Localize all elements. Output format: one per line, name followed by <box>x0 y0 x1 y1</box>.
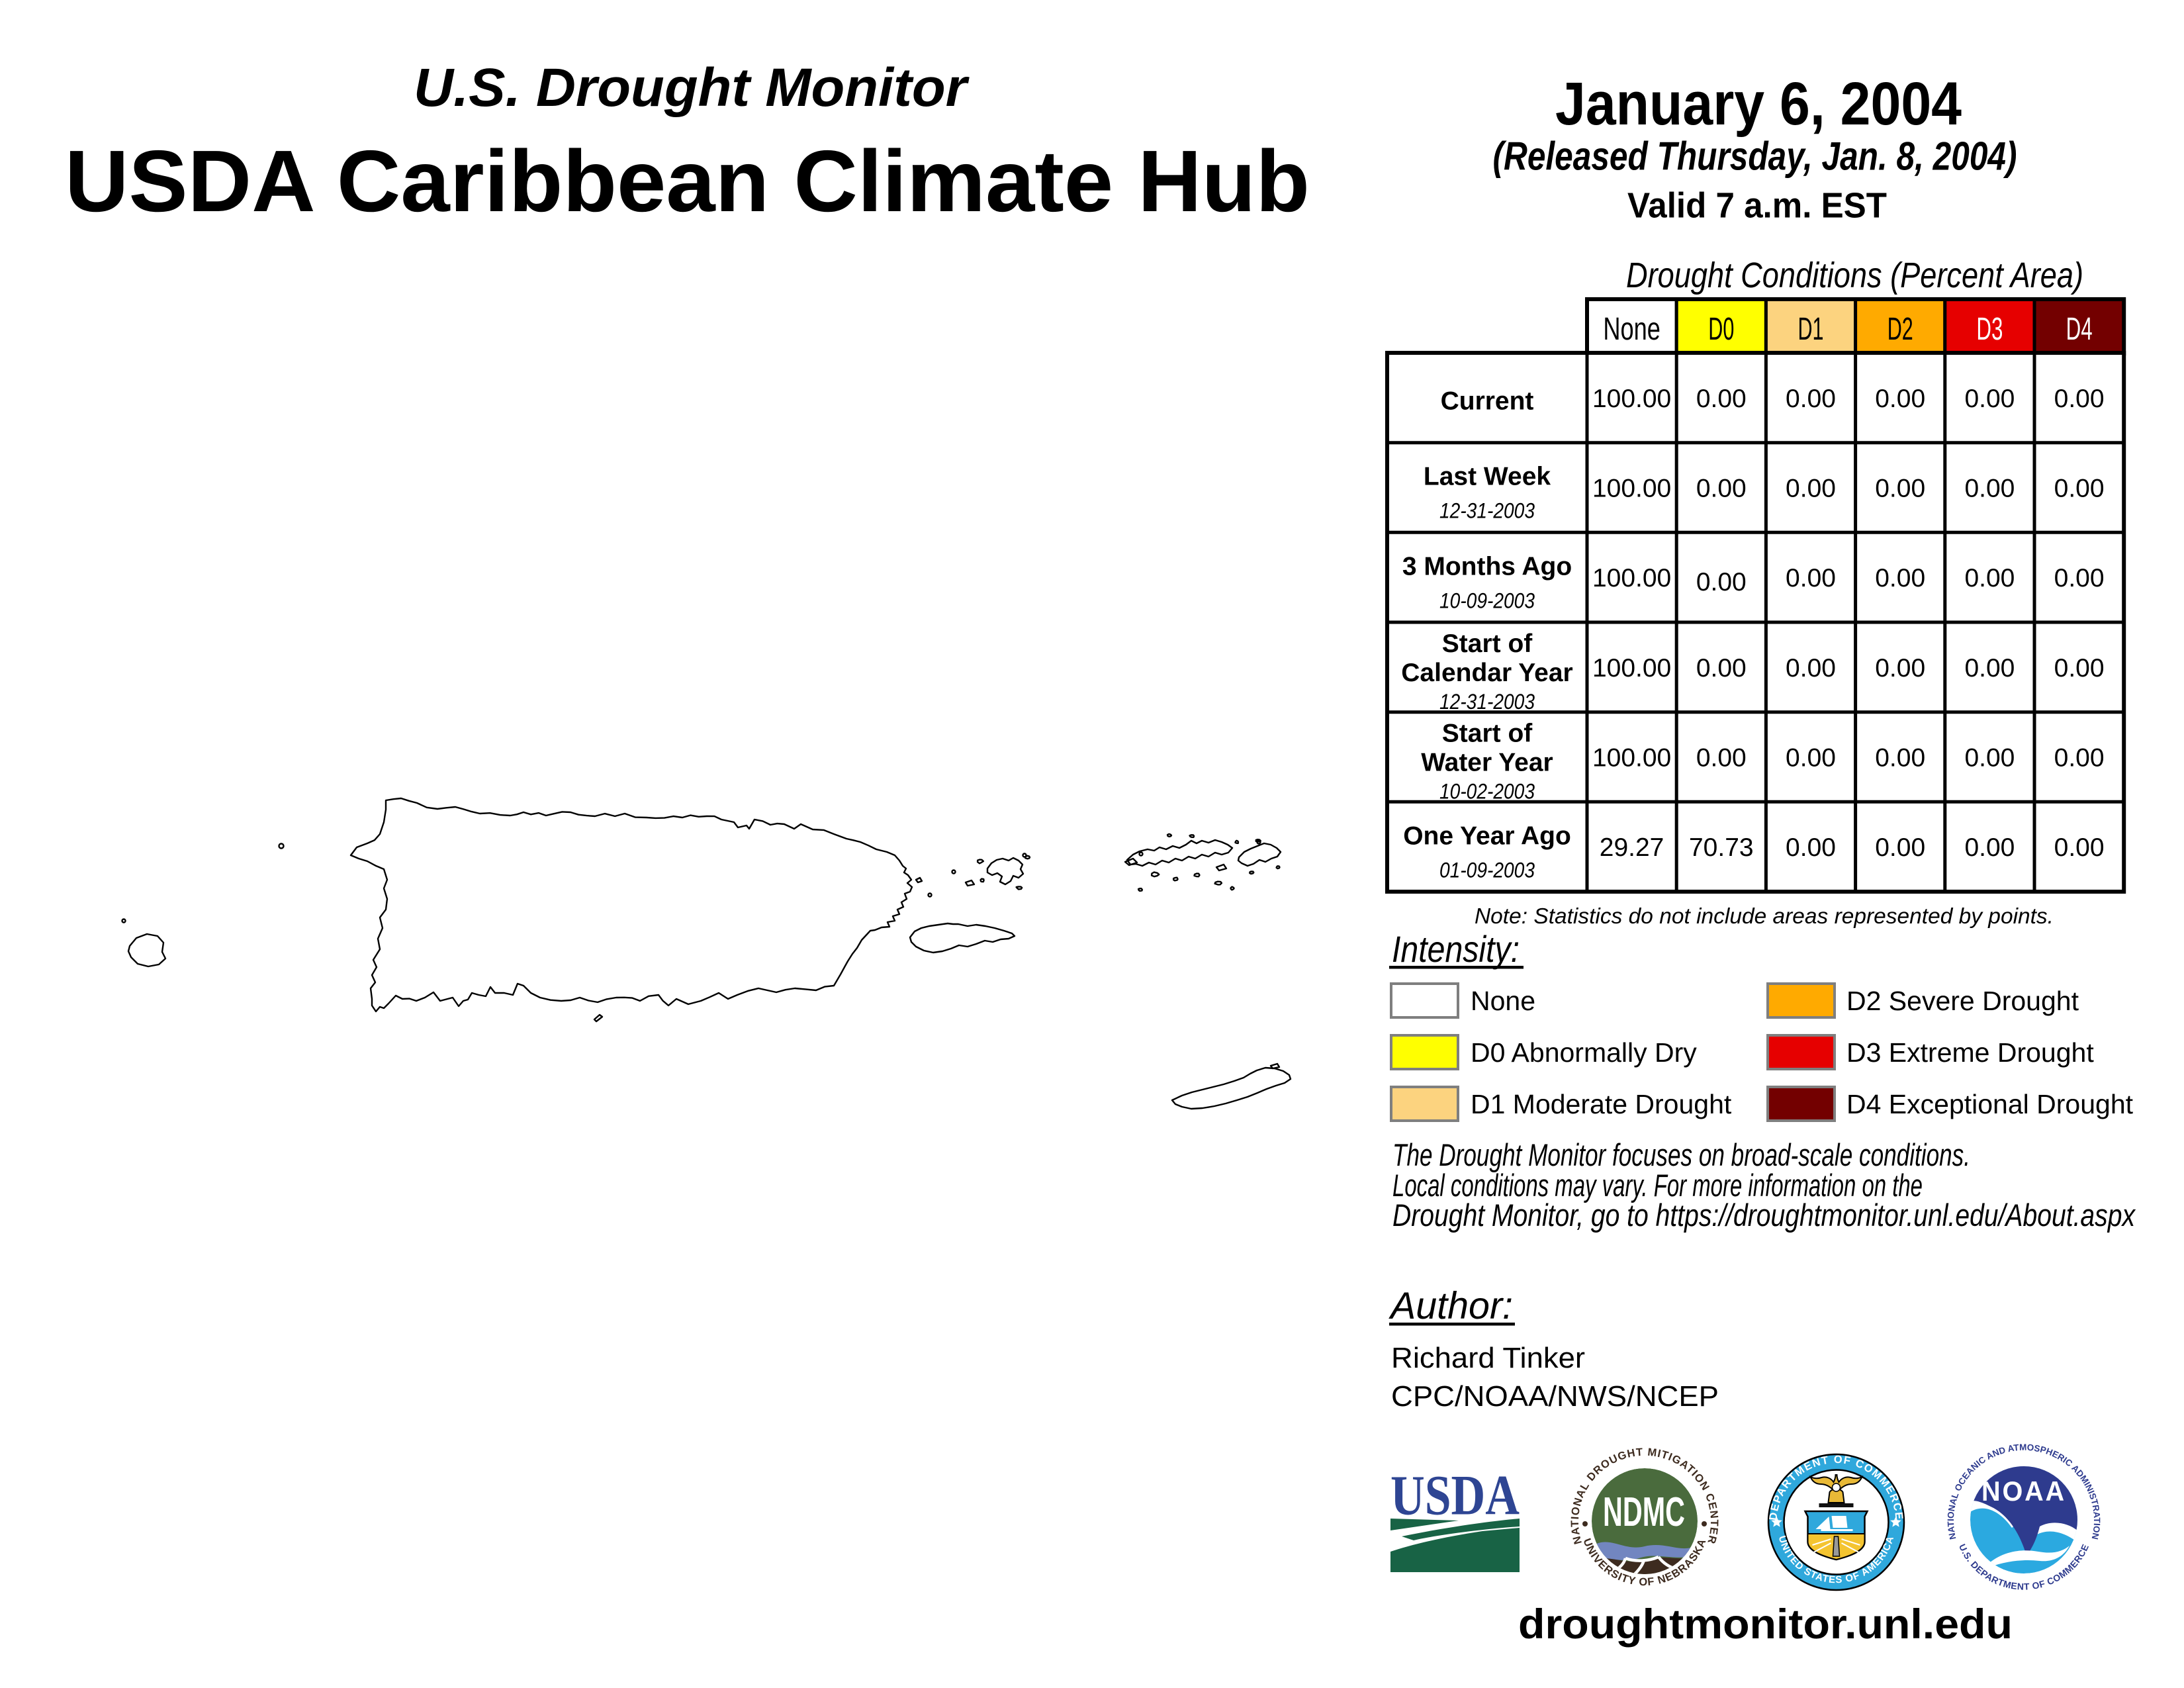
svg-text:D0: D0 <box>1708 312 1734 347</box>
svg-text:12-31-2003: 12-31-2003 <box>1439 499 1535 523</box>
svg-text:0.00: 0.00 <box>2054 385 2105 413</box>
svg-text:0.00: 0.00 <box>1696 385 1747 413</box>
svg-text:0.00: 0.00 <box>2054 744 2105 773</box>
svg-text:0.00: 0.00 <box>1964 385 2015 413</box>
svg-text:Last Week: Last Week <box>1424 463 1551 491</box>
svg-text:100.00: 100.00 <box>1592 654 1671 682</box>
svg-text:droughtmonitor.unl.edu: droughtmonitor.unl.edu <box>1518 1601 2013 1648</box>
svg-text:Start of: Start of <box>1442 630 1533 658</box>
svg-text:0.00: 0.00 <box>2054 564 2105 592</box>
svg-text:D4: D4 <box>2066 312 2093 347</box>
svg-text:0.00: 0.00 <box>1875 744 1925 773</box>
svg-text:10-02-2003: 10-02-2003 <box>1439 780 1535 804</box>
svg-text:0.00: 0.00 <box>1964 744 2015 773</box>
svg-text:Author:: Author: <box>1388 1285 1513 1327</box>
svg-text:None: None <box>1603 312 1661 347</box>
svg-text:100.00: 100.00 <box>1592 744 1671 773</box>
svg-text:0.00: 0.00 <box>1786 744 1836 773</box>
svg-text:29.27: 29.27 <box>1600 833 1664 862</box>
svg-text:100.00: 100.00 <box>1592 564 1671 592</box>
svg-text:D4 Exceptional Drought: D4 Exceptional Drought <box>1846 1089 2134 1119</box>
svg-text:0.00: 0.00 <box>1696 744 1747 773</box>
svg-text:USDA Caribbean Climate Hub: USDA Caribbean Climate Hub <box>65 132 1310 230</box>
svg-text:D2 Severe Drought: D2 Severe Drought <box>1846 986 2079 1016</box>
svg-text:Richard Tinker: Richard Tinker <box>1391 1342 1585 1374</box>
svg-text:NOAA: NOAA <box>1981 1476 2066 1507</box>
svg-text:0.00: 0.00 <box>1696 568 1747 596</box>
svg-text:0.00: 0.00 <box>2054 833 2105 862</box>
svg-text:The Drought Monitor focuses on: The Drought Monitor focuses on broad-sca… <box>1392 1137 1970 1172</box>
svg-text:Intensity:: Intensity: <box>1392 928 1520 970</box>
svg-text:Local conditions may vary. For: Local conditions may vary. For more info… <box>1392 1168 1923 1203</box>
svg-text:0.00: 0.00 <box>1786 385 1836 413</box>
svg-text:10-09-2003: 10-09-2003 <box>1439 588 1535 612</box>
svg-text:12-31-2003: 12-31-2003 <box>1439 690 1535 714</box>
svg-text:D3: D3 <box>1976 312 2003 347</box>
svg-text:USDA: USDA <box>1390 1464 1520 1527</box>
svg-text:0.00: 0.00 <box>1964 833 2015 862</box>
svg-text:0.00: 0.00 <box>1875 833 1925 862</box>
svg-text:D1 Moderate Drought: D1 Moderate Drought <box>1471 1089 1732 1119</box>
svg-text:Valid 7 a.m. EST: Valid 7 a.m. EST <box>1627 186 1887 226</box>
svg-text:D1: D1 <box>1798 312 1824 347</box>
svg-text:Drought Monitor, go to https:/: Drought Monitor, go to https://droughtmo… <box>1392 1197 2136 1233</box>
svg-text:0.00: 0.00 <box>1875 475 1925 503</box>
svg-text:0.00: 0.00 <box>2054 475 2105 503</box>
svg-text:3 Months Ago: 3 Months Ago <box>1402 552 1572 581</box>
svg-text:0.00: 0.00 <box>1875 564 1925 592</box>
svg-text:Drought Conditions (Percent Ar: Drought Conditions (Percent Area) <box>1626 256 2083 295</box>
svg-text:100.00: 100.00 <box>1592 475 1671 503</box>
svg-text:Note: Statistics do not includ: Note: Statistics do not include areas re… <box>1475 904 2054 929</box>
svg-text:0.00: 0.00 <box>2054 654 2105 682</box>
svg-text:January 6, 2004: January 6, 2004 <box>1555 70 1962 138</box>
svg-text:0.00: 0.00 <box>1875 385 1925 413</box>
svg-text:01-09-2003: 01-09-2003 <box>1439 858 1535 882</box>
svg-text:CPC/NOAA/NWS/NCEP: CPC/NOAA/NWS/NCEP <box>1391 1381 1719 1413</box>
svg-text:NDMC: NDMC <box>1603 1489 1685 1535</box>
svg-text:0.00: 0.00 <box>1964 475 2015 503</box>
svg-text:0.00: 0.00 <box>1786 475 1836 503</box>
svg-text:0.00: 0.00 <box>1786 833 1836 862</box>
svg-text:0.00: 0.00 <box>1786 564 1836 592</box>
svg-text:Water Year: Water Year <box>1421 749 1553 777</box>
svg-text:One Year Ago: One Year Ago <box>1403 821 1571 850</box>
svg-text:100.00: 100.00 <box>1592 385 1671 413</box>
svg-text:0.00: 0.00 <box>1696 654 1747 682</box>
svg-text:0.00: 0.00 <box>1964 654 2015 682</box>
svg-text:(Released Thursday, Jan. 8, 20: (Released Thursday, Jan. 8, 2004) <box>1493 134 2017 179</box>
svg-text:0.00: 0.00 <box>1786 654 1836 682</box>
svg-text:None: None <box>1471 986 1535 1016</box>
svg-text:U.S. Drought Monitor: U.S. Drought Monitor <box>414 58 970 118</box>
svg-text:Current: Current <box>1441 387 1534 416</box>
svg-text:0.00: 0.00 <box>1875 654 1925 682</box>
svg-text:0.00: 0.00 <box>1696 475 1747 503</box>
svg-text:D3 Extreme Drought: D3 Extreme Drought <box>1846 1037 2094 1068</box>
svg-text:D2: D2 <box>1888 312 1913 347</box>
svg-text:0.00: 0.00 <box>1964 564 2015 592</box>
svg-text:D0 Abnormally Dry: D0 Abnormally Dry <box>1471 1037 1697 1068</box>
svg-text:Calendar Year: Calendar Year <box>1401 659 1572 687</box>
svg-text:70.73: 70.73 <box>1689 833 1754 862</box>
svg-text:Start of: Start of <box>1442 720 1533 748</box>
